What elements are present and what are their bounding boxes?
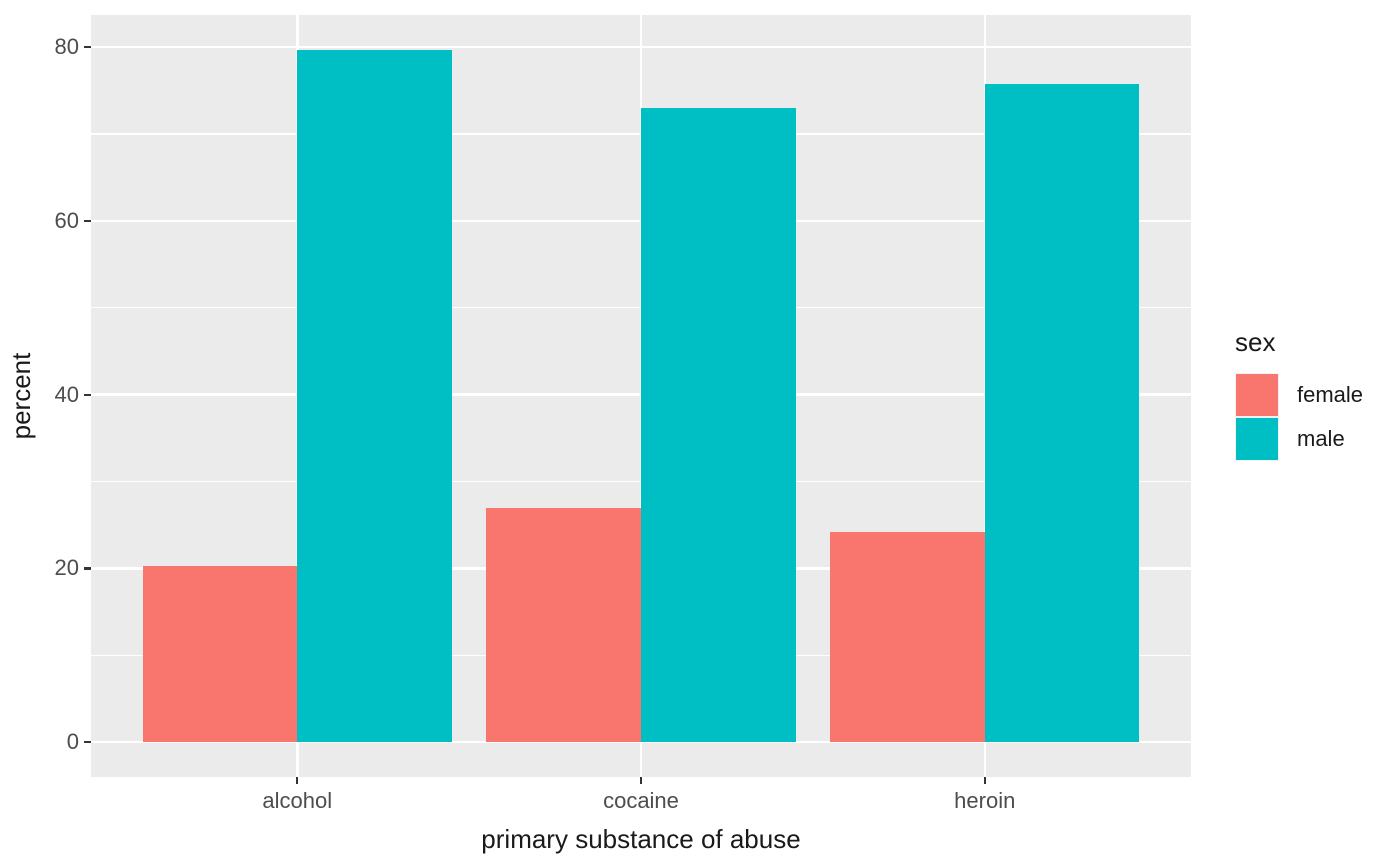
y-tick-label: 40 [54,381,79,407]
bar-alcohol-male [297,49,452,743]
bar-heroin-female [830,531,985,743]
y-tick-label: 80 [54,34,79,60]
legend-swatch-male [1235,417,1279,461]
y-tick-label: 0 [66,729,79,755]
y-tick-mark [84,741,91,744]
x-tick-label: heroin [954,788,1016,813]
bar-cocaine-female [486,507,641,743]
legend-label-female: female [1297,382,1364,407]
y-tick-label: 20 [54,555,79,581]
legend-key-male: male [1235,417,1363,461]
legend-keys: female male [1235,373,1363,461]
x-tick-label: cocaine [603,788,679,813]
legend-title: sex [1235,327,1276,357]
plot-panel [91,15,1191,777]
bar-cocaine-male [641,107,796,743]
y-axis-title: percent [6,352,36,440]
bar-alcohol-female [142,565,298,743]
legend-label-male: male [1297,426,1345,451]
x-tick-mark [296,777,299,784]
y-tick-label: 60 [54,207,79,233]
legend-swatch-female [1235,373,1279,417]
x-tick-mark [983,777,986,784]
legend-key-female: female [1235,373,1363,417]
x-axis-title: primary substance of abuse [481,824,801,854]
x-tick-mark [639,777,643,784]
y-tick-mark [84,45,91,49]
bar-heroin-male [984,83,1140,743]
x-tick-label: alcohol [262,788,333,813]
y-tick-mark [84,567,91,570]
y-tick-mark [84,393,91,396]
legend: sex female male [1235,326,1363,461]
y-tick-mark [84,219,91,223]
